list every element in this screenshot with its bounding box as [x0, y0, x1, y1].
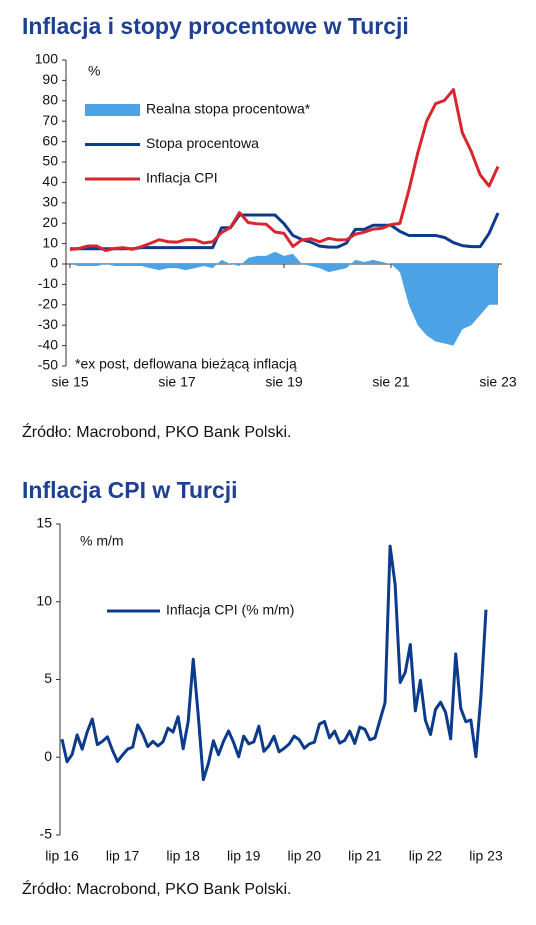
y-tick-label: -20 [38, 296, 58, 312]
y-tick-label: 0 [44, 748, 52, 764]
x-tick-label: lip 21 [348, 848, 382, 864]
y-tick-label: 90 [42, 71, 58, 87]
source: Źródło: Macrobond, PKO Bank Polski. [22, 879, 291, 898]
y-tick-label: -10 [38, 275, 58, 291]
x-tick-label: lip 17 [106, 848, 140, 864]
y-tick-label: 50 [42, 153, 58, 169]
x-tick-label: sie 15 [51, 374, 89, 390]
x-tick-label: lip 23 [469, 848, 503, 864]
source: Źródło: Macrobond, PKO Bank Polski. [22, 422, 291, 441]
y-tick-label: 80 [42, 92, 58, 108]
x-tick-label: lip 16 [45, 848, 79, 864]
x-tick-label: sie 23 [479, 374, 517, 390]
x-tick-label: lip 22 [409, 848, 443, 864]
chart-title: Inflacja CPI w Turcji [22, 477, 238, 503]
y-tick-label: -50 [38, 357, 58, 373]
y-tick-label: -5 [40, 826, 53, 842]
y-tick-label: 70 [42, 112, 58, 128]
legend-label: Stopa procentowa [146, 135, 259, 151]
x-tick-label: sie 19 [265, 374, 303, 390]
legend-label: Inflacja CPI [146, 170, 218, 186]
x-tick-label: sie 21 [372, 374, 410, 390]
line [70, 212, 500, 251]
y-tick-label: 30 [42, 194, 58, 210]
unit-label: % [88, 63, 100, 79]
legend-label: Inflacja CPI (% m/m) [166, 602, 294, 618]
chart-title: Inflacja i stopy procentowe w Turcji [22, 13, 409, 39]
x-tick-label: lip 19 [227, 848, 261, 864]
line [60, 544, 488, 782]
legend-label: Realna stopa procentowa* [146, 101, 311, 117]
x-tick-label: sie 17 [158, 374, 196, 390]
y-tick-label: 60 [42, 132, 58, 148]
y-tick-label: -30 [38, 316, 58, 332]
y-tick-label: 15 [36, 515, 52, 531]
y-tick-label: -40 [38, 336, 58, 352]
y-tick-label: 40 [42, 173, 58, 189]
legend-swatch [85, 104, 140, 116]
y-tick-label: 5 [44, 670, 52, 686]
y-tick-label: 100 [35, 51, 59, 67]
y-tick-label: 10 [42, 234, 58, 250]
line [69, 88, 500, 253]
y-tick-label: 20 [42, 214, 58, 230]
x-tick-label: lip 20 [288, 848, 322, 864]
y-tick-label: 0 [50, 255, 58, 271]
area [70, 251, 498, 346]
unit-label: % m/m [80, 533, 124, 549]
y-tick-label: 10 [36, 592, 52, 608]
annotation: *ex post, deflowana bieżącą inflacją [75, 356, 297, 372]
x-tick-label: lip 18 [166, 848, 200, 864]
